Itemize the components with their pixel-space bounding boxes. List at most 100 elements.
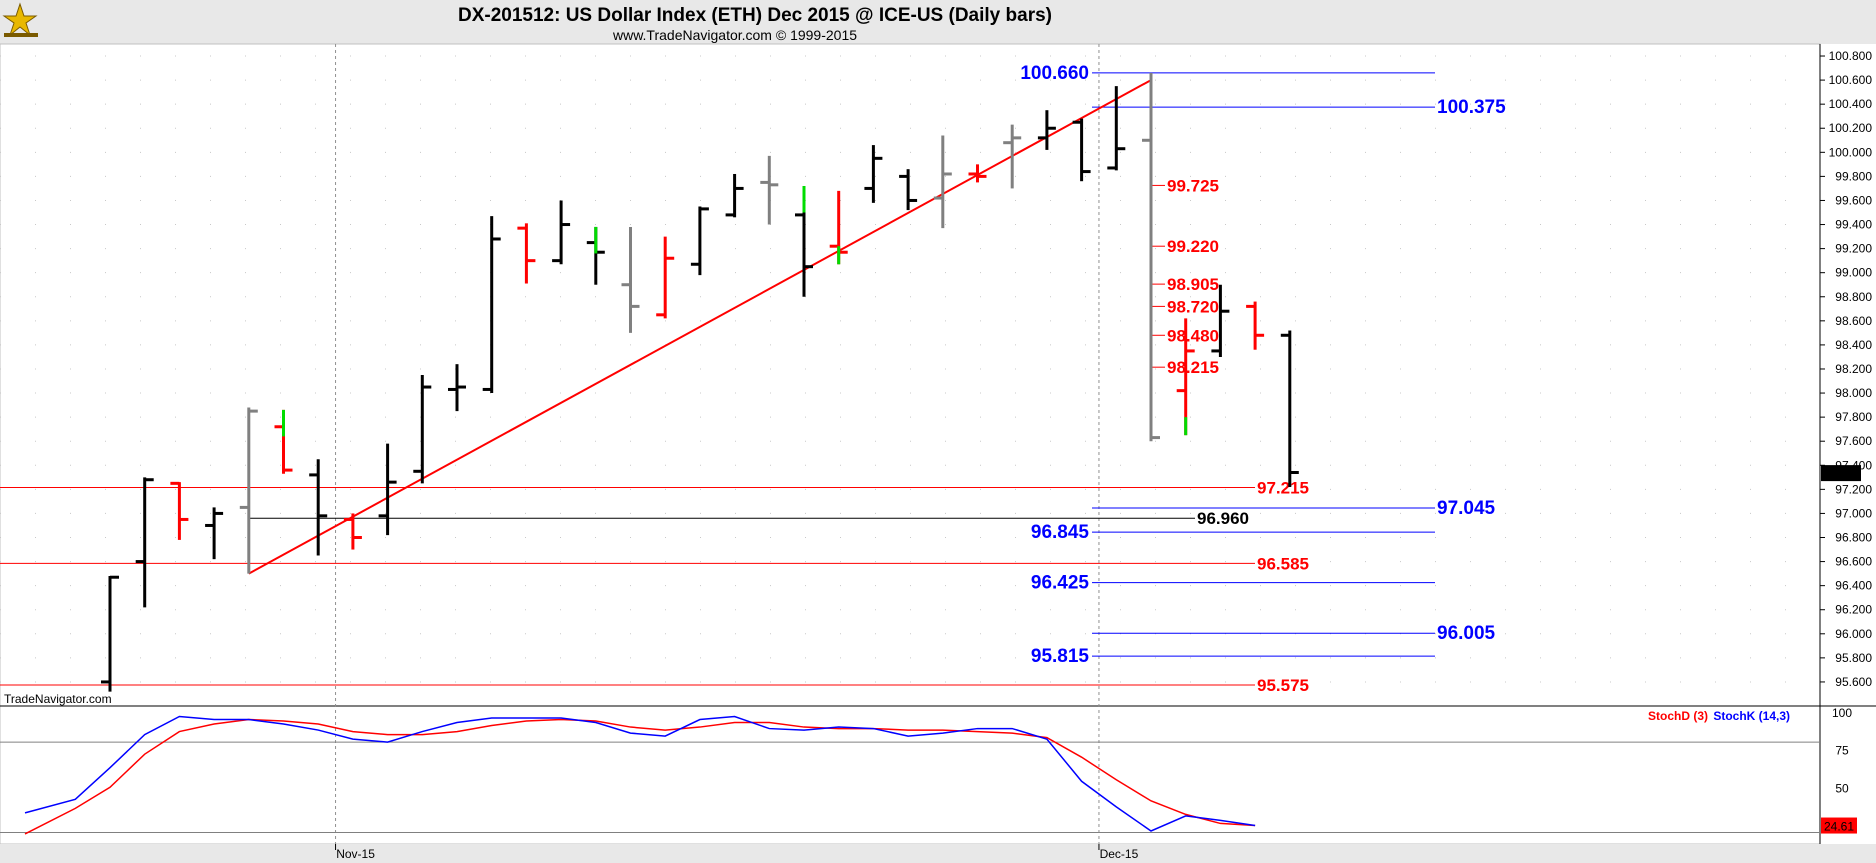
stoch-y-tick-100: 100 xyxy=(1832,706,1852,720)
y-tick-label-97.800: 97.800 xyxy=(1835,410,1872,424)
y-axis-band xyxy=(1820,44,1876,844)
header-band xyxy=(0,0,1876,44)
ohlc-bar-14 xyxy=(586,226,605,285)
y-tick-label-100.800: 100.800 xyxy=(1829,49,1873,63)
ohlc-bar-9 xyxy=(413,375,432,484)
y-tick-label-96.600: 96.600 xyxy=(1835,555,1872,569)
ohlc-bar-32 xyxy=(1211,284,1230,357)
ohlc-bar-3 xyxy=(205,507,224,560)
y-tick-label-99.400: 99.400 xyxy=(1835,218,1872,232)
ohlc-bar-0 xyxy=(101,575,119,692)
stoch-series-0 xyxy=(24,718,1256,835)
stoch-series-1 xyxy=(24,715,1256,832)
level-label-96.845: 96.845 xyxy=(1031,522,1090,543)
level-label-95.575: 95.575 xyxy=(1257,676,1309,695)
y-tick-label-98.200: 98.200 xyxy=(1835,362,1872,376)
level-label-99.725: 99.725 xyxy=(1167,176,1219,195)
y-tick-label-97.000: 97.000 xyxy=(1835,506,1872,520)
logo-base xyxy=(4,33,38,37)
stoch-y-tick-75: 75 xyxy=(1835,744,1849,758)
x-axis-band xyxy=(0,844,1876,863)
ohlc-bar-17 xyxy=(690,206,709,276)
ohlc-bar-1 xyxy=(135,477,154,608)
ohlc-bar-25 xyxy=(968,164,987,183)
ohlc-bar-13 xyxy=(552,200,571,265)
stoch-last-tag xyxy=(1821,817,1857,834)
date-x-axis: Nov-15 Dec-15 xyxy=(335,844,1139,861)
ohlc-bar-27 xyxy=(1037,110,1056,150)
level-label-99.220: 99.220 xyxy=(1167,237,1219,256)
ohlc-bar-23 xyxy=(899,169,918,211)
last-price-label: 97.335 xyxy=(1823,467,1860,481)
level-label-100.660: 100.660 xyxy=(1020,63,1089,84)
y-tick-label-100.000: 100.000 xyxy=(1829,145,1873,159)
y-tick-label-95.800: 95.800 xyxy=(1835,651,1872,665)
level-label-98.720: 98.720 xyxy=(1167,297,1219,316)
level-label-95.815: 95.815 xyxy=(1031,646,1090,667)
level-label-96.005: 96.005 xyxy=(1437,623,1496,644)
y-tick-label-97.600: 97.600 xyxy=(1835,434,1872,448)
price-y-axis: 100.800 100.600 100.400 100.200 100.000 99.80… xyxy=(1820,49,1872,689)
y-tick-label-98.400: 98.400 xyxy=(1835,338,1872,352)
trade-navigator-logo xyxy=(2,2,38,37)
level-label-98.215: 98.215 xyxy=(1167,358,1219,377)
level-label-96.425: 96.425 xyxy=(1031,573,1090,594)
y-tick-label-96.400: 96.400 xyxy=(1835,579,1872,593)
level-label-98.905: 98.905 xyxy=(1167,275,1219,294)
stoch-legend-1: StochK (14,3) xyxy=(1713,709,1790,723)
ohlc-bar-28 xyxy=(1072,118,1091,182)
x-tick-label-Nov-15: Nov-15 xyxy=(336,847,375,861)
level-label-98.480: 98.480 xyxy=(1167,326,1219,345)
stoch-y-tick-50: 50 xyxy=(1835,781,1849,795)
stochastic-lines: 100 75 50 StochD (3) StochK (14,3) 24.61 xyxy=(0,706,1857,835)
trendline-group xyxy=(248,79,1152,575)
ohlc-bar-16 xyxy=(656,236,675,319)
ohlc-bar-8 xyxy=(378,443,397,536)
y-tick-label-100.200: 100.200 xyxy=(1829,121,1873,135)
y-tick-label-95.600: 95.600 xyxy=(1835,675,1872,689)
y-tick-label-96.200: 96.200 xyxy=(1835,603,1872,617)
price-panel xyxy=(0,43,1821,707)
y-tick-label-98.000: 98.000 xyxy=(1835,386,1872,400)
ohlc-bar-6 xyxy=(309,459,328,556)
y-tick-label-99.800: 99.800 xyxy=(1835,169,1872,183)
level-label-97.045: 97.045 xyxy=(1437,498,1496,519)
ohlc-bars xyxy=(101,72,1299,692)
ohlc-bar-24 xyxy=(933,135,952,229)
ohlc-bar-7 xyxy=(343,513,362,550)
ohlc-bar-21 xyxy=(829,190,848,265)
y-tick-label-98.800: 98.800 xyxy=(1835,290,1872,304)
ohlc-bar-26 xyxy=(1003,124,1022,189)
stoch-last-label: 24.61 xyxy=(1824,820,1854,834)
chart-subtitle: www.TradeNavigator.com © 1999-2015 xyxy=(612,27,857,43)
last-price-tag xyxy=(1821,465,1861,482)
y-tick-label-99.600: 99.600 xyxy=(1835,193,1872,207)
ohlc-bar-22 xyxy=(864,145,883,203)
ohlc-bar-34 xyxy=(1280,330,1299,487)
ohlc-bar-2 xyxy=(170,481,189,540)
ohlc-bar-30 xyxy=(1142,72,1160,442)
y-tick-label-100.600: 100.600 xyxy=(1829,73,1873,87)
indicator-panel xyxy=(0,705,1821,845)
y-tick-label-98.600: 98.600 xyxy=(1835,314,1872,328)
ohlc-bar-19 xyxy=(760,155,779,225)
ohlc-bar-5 xyxy=(274,409,293,474)
y-tick-label-96.800: 96.800 xyxy=(1835,531,1872,545)
ohlc-bar-12 xyxy=(517,223,536,284)
y-tick-label-99.000: 99.000 xyxy=(1835,266,1872,280)
level-label-100.375: 100.375 xyxy=(1437,97,1506,118)
ohlc-bar-10 xyxy=(448,364,466,412)
logo-star xyxy=(2,2,38,37)
level-label-97.215: 97.215 xyxy=(1257,479,1309,498)
grid-dots xyxy=(0,44,1820,844)
ohlc-bar-15 xyxy=(621,226,640,333)
ohlc-bar-20 xyxy=(795,186,813,297)
y-tick-label-99.200: 99.200 xyxy=(1835,242,1872,256)
ohlc-bar-33 xyxy=(1246,301,1265,350)
ohlc-bar-11 xyxy=(482,216,501,394)
stoch-legend-0: StochD (3) xyxy=(1648,709,1708,723)
y-tick-label-97.200: 97.200 xyxy=(1835,482,1872,496)
ohlc-bar-29 xyxy=(1107,86,1126,171)
chart-title: DX-201512: US Dollar Index (ETH) Dec 201… xyxy=(458,5,1052,26)
